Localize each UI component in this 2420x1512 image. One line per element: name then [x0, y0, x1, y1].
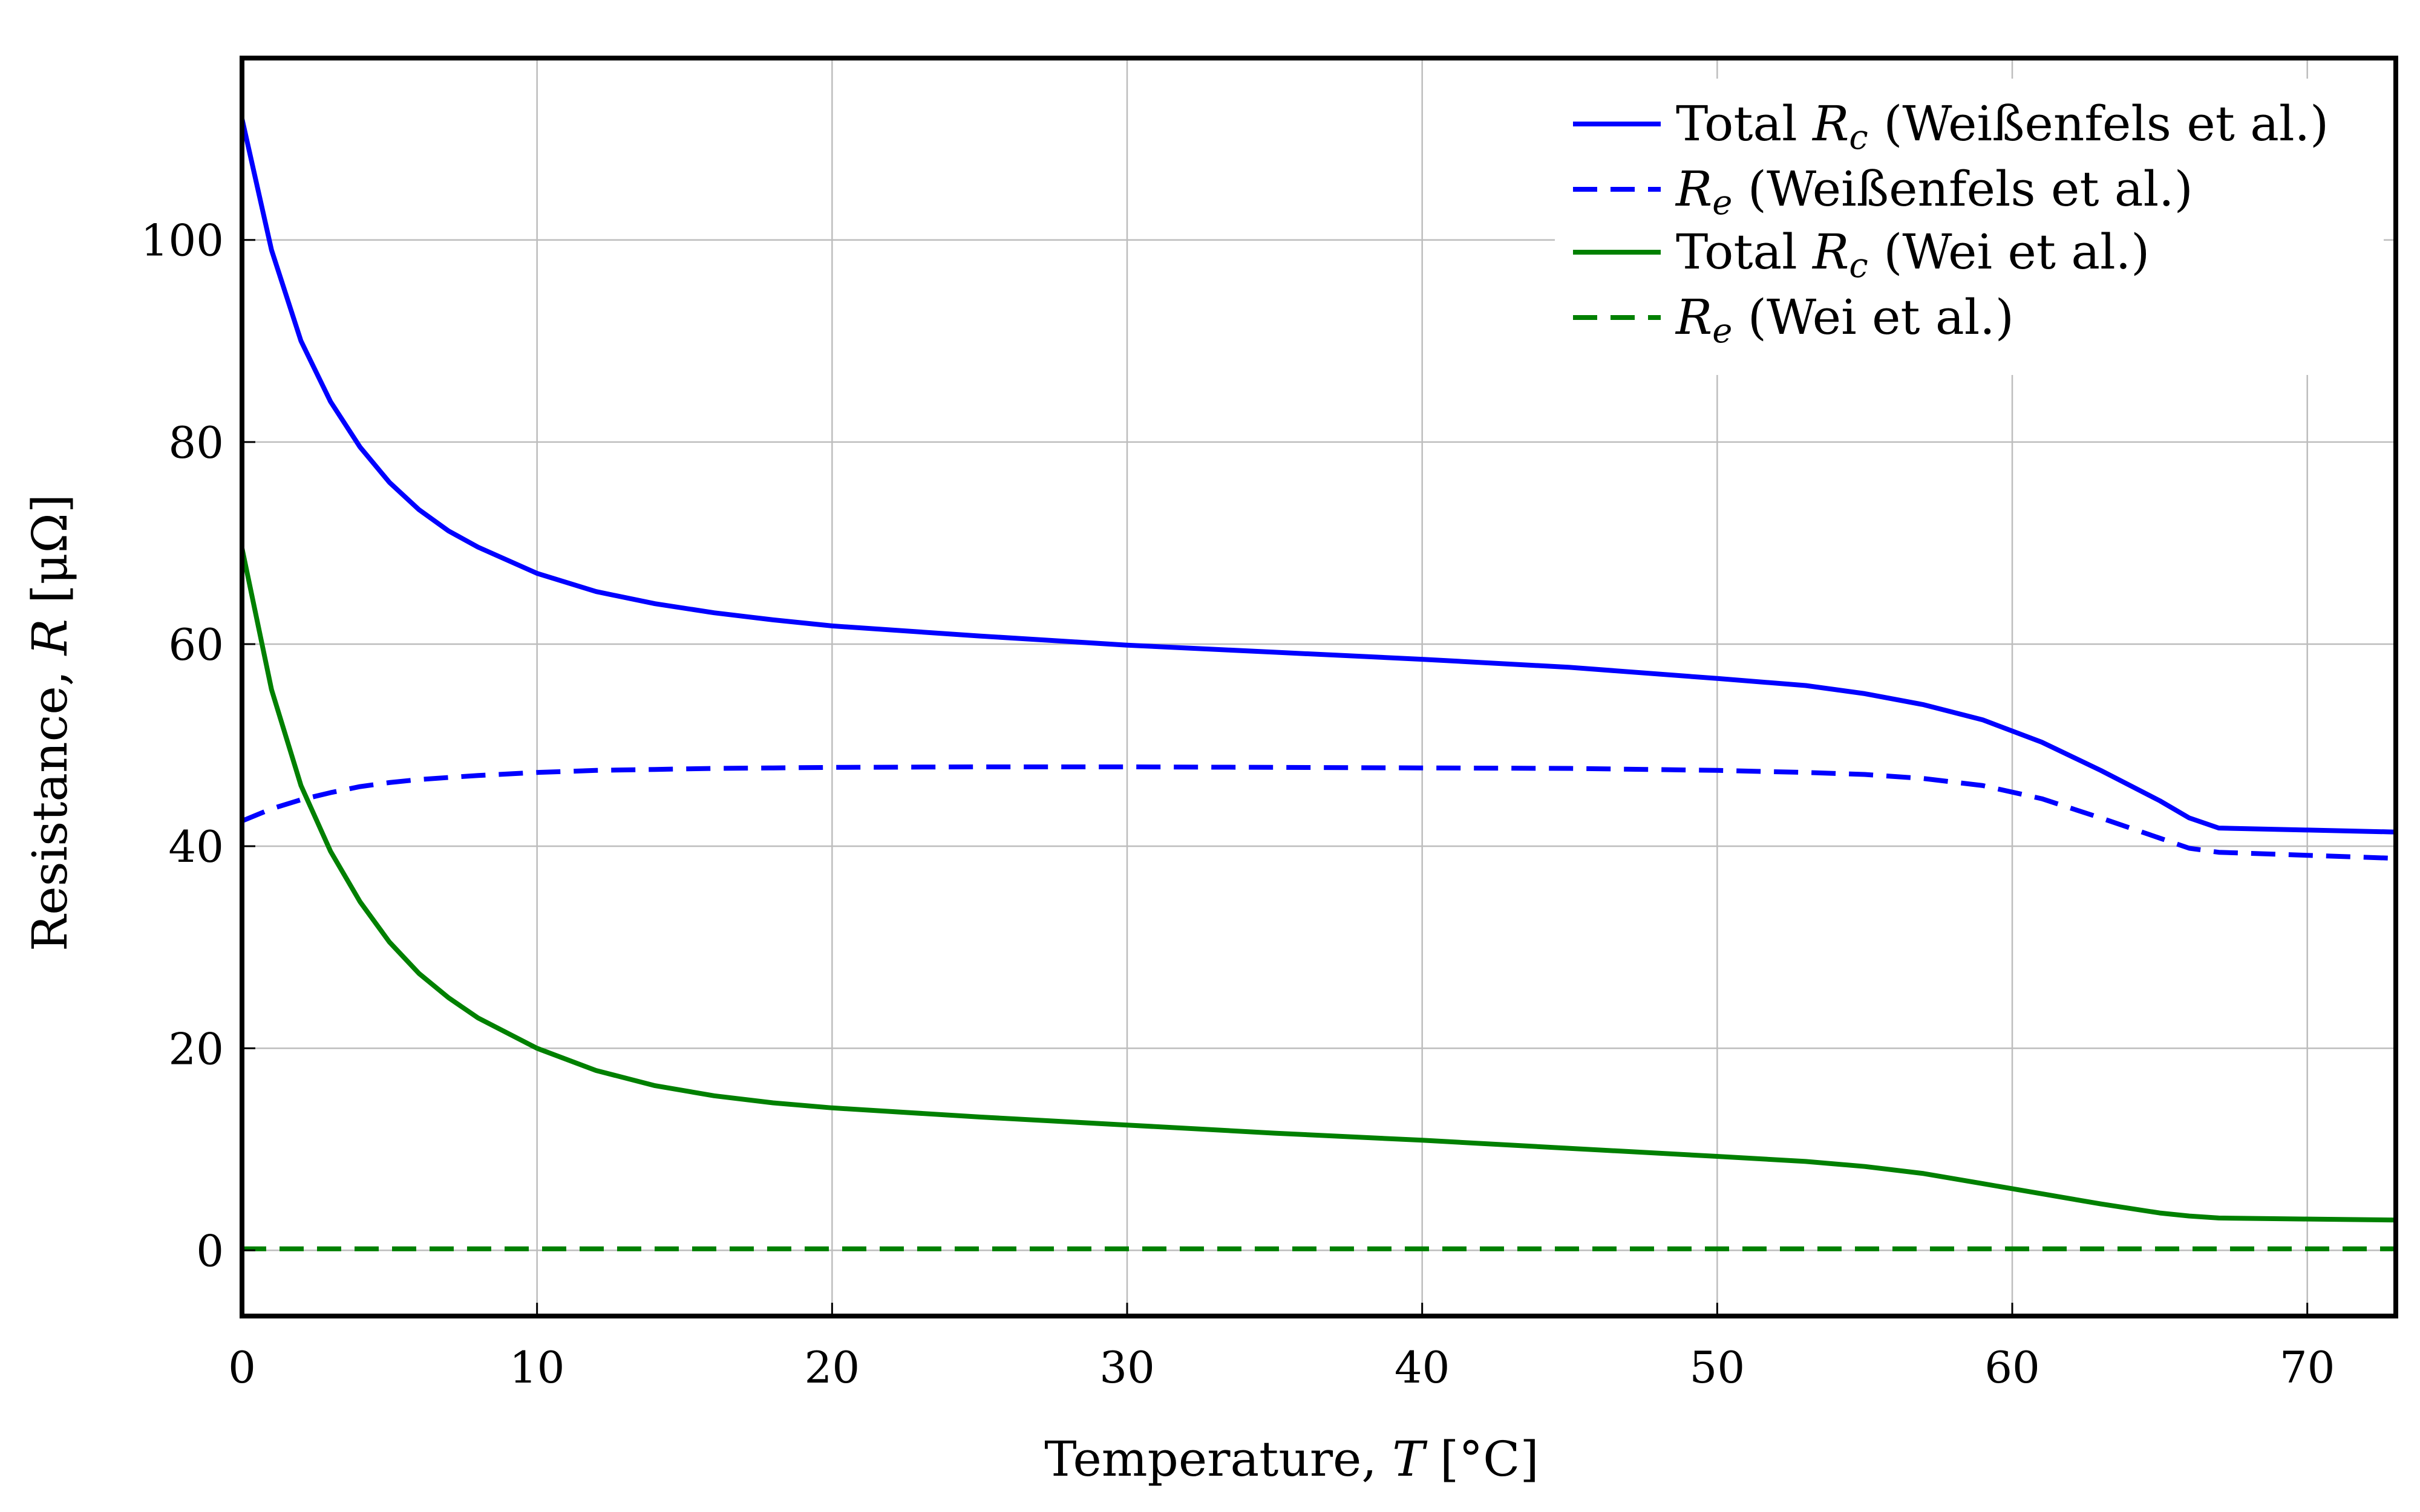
- x-tick-label: 50: [1690, 1342, 1745, 1393]
- y-tick-label: 80: [168, 417, 224, 468]
- plot-frame: [240, 56, 2398, 1318]
- y-tick-label: 60: [168, 619, 224, 670]
- legend-subscript: e: [1712, 183, 1732, 223]
- legend-text: (Wei et al.): [1868, 224, 2150, 280]
- legend-item-re-weissenfels: Re (Weißenfels et al.): [1573, 161, 2193, 223]
- series-group: [242, 118, 2396, 1251]
- x-tick-label: 60: [1984, 1342, 2040, 1393]
- x-tick-label: 40: [1395, 1342, 1450, 1393]
- y-axis-label: Resistance, R [μΩ]: [22, 494, 78, 951]
- x-tick-label: 10: [509, 1342, 565, 1393]
- legend-background: [1555, 79, 2384, 375]
- legend-item-re-wei: Re (Wei et al.): [1573, 289, 2014, 351]
- legend-text: (Weißenfels et al.): [1732, 161, 2193, 217]
- legend-label-total-rc-weissenfels: Total Rc (Weißenfels et al.): [1676, 96, 2329, 157]
- legend-text: Total: [1676, 224, 1813, 280]
- x-tick-label: 70: [2280, 1342, 2335, 1393]
- legend-symbol: R: [1811, 96, 1849, 152]
- legend-label-re-weissenfels: Re (Weißenfels et al.): [1675, 161, 2193, 223]
- legend-subscript: c: [1849, 246, 1868, 285]
- y-axis-label-unit: [μΩ]: [22, 494, 78, 619]
- x-axis-label-unit: [°C]: [1425, 1431, 1539, 1487]
- x-axis-label: Temperature, T [°C]: [1044, 1431, 1539, 1487]
- legend: Total Rc (Weißenfels et al.) Re (Weißenf…: [1555, 79, 2384, 375]
- legend-text: (Weißenfels et al.): [1868, 96, 2329, 152]
- legend-text: Total: [1676, 96, 1813, 152]
- legend-symbol: R: [1675, 289, 1712, 345]
- y-tick-label: 0: [196, 1225, 224, 1276]
- series-line-total-r-c-wei-et-al: [242, 547, 2396, 1223]
- y-axis-label-text: Resistance,: [22, 655, 78, 951]
- legend-symbol: R: [1675, 161, 1712, 217]
- legend-item-total-rc-weissenfels: Total Rc (Weißenfels et al.): [1573, 96, 2329, 157]
- legend-label-re-wei: Re (Wei et al.): [1675, 289, 2014, 351]
- tick-labels: 0 10 20 30 40 50 60 70 0 20 40 60 80 100: [141, 215, 2335, 1393]
- x-tick-label: 0: [228, 1342, 256, 1393]
- x-axis-label-symbol: T: [1392, 1431, 1428, 1487]
- x-tick-label: 30: [1099, 1342, 1155, 1393]
- series-line-r-e-wei-enfels-et-al: [242, 764, 2396, 861]
- legend-text: (Wei et al.): [1732, 289, 2014, 345]
- y-tick-label: 20: [168, 1023, 224, 1074]
- y-tick-label: 100: [141, 215, 224, 266]
- x-tick-label: 20: [805, 1342, 860, 1393]
- legend-subscript: e: [1712, 311, 1732, 351]
- legend-symbol: R: [1811, 224, 1849, 280]
- x-axis-label-text: Temperature,: [1044, 1431, 1392, 1487]
- y-tick-label: 40: [168, 821, 224, 872]
- legend-label-total-rc-wei: Total Rc (Wei et al.): [1676, 224, 2150, 285]
- y-axis-label-symbol: R: [22, 619, 78, 656]
- legend-item-total-rc-wei: Total Rc (Wei et al.): [1573, 224, 2150, 285]
- series-line-total-r-c-wei-enfels-et-al: [242, 118, 2396, 835]
- legend-subscript: c: [1849, 118, 1868, 157]
